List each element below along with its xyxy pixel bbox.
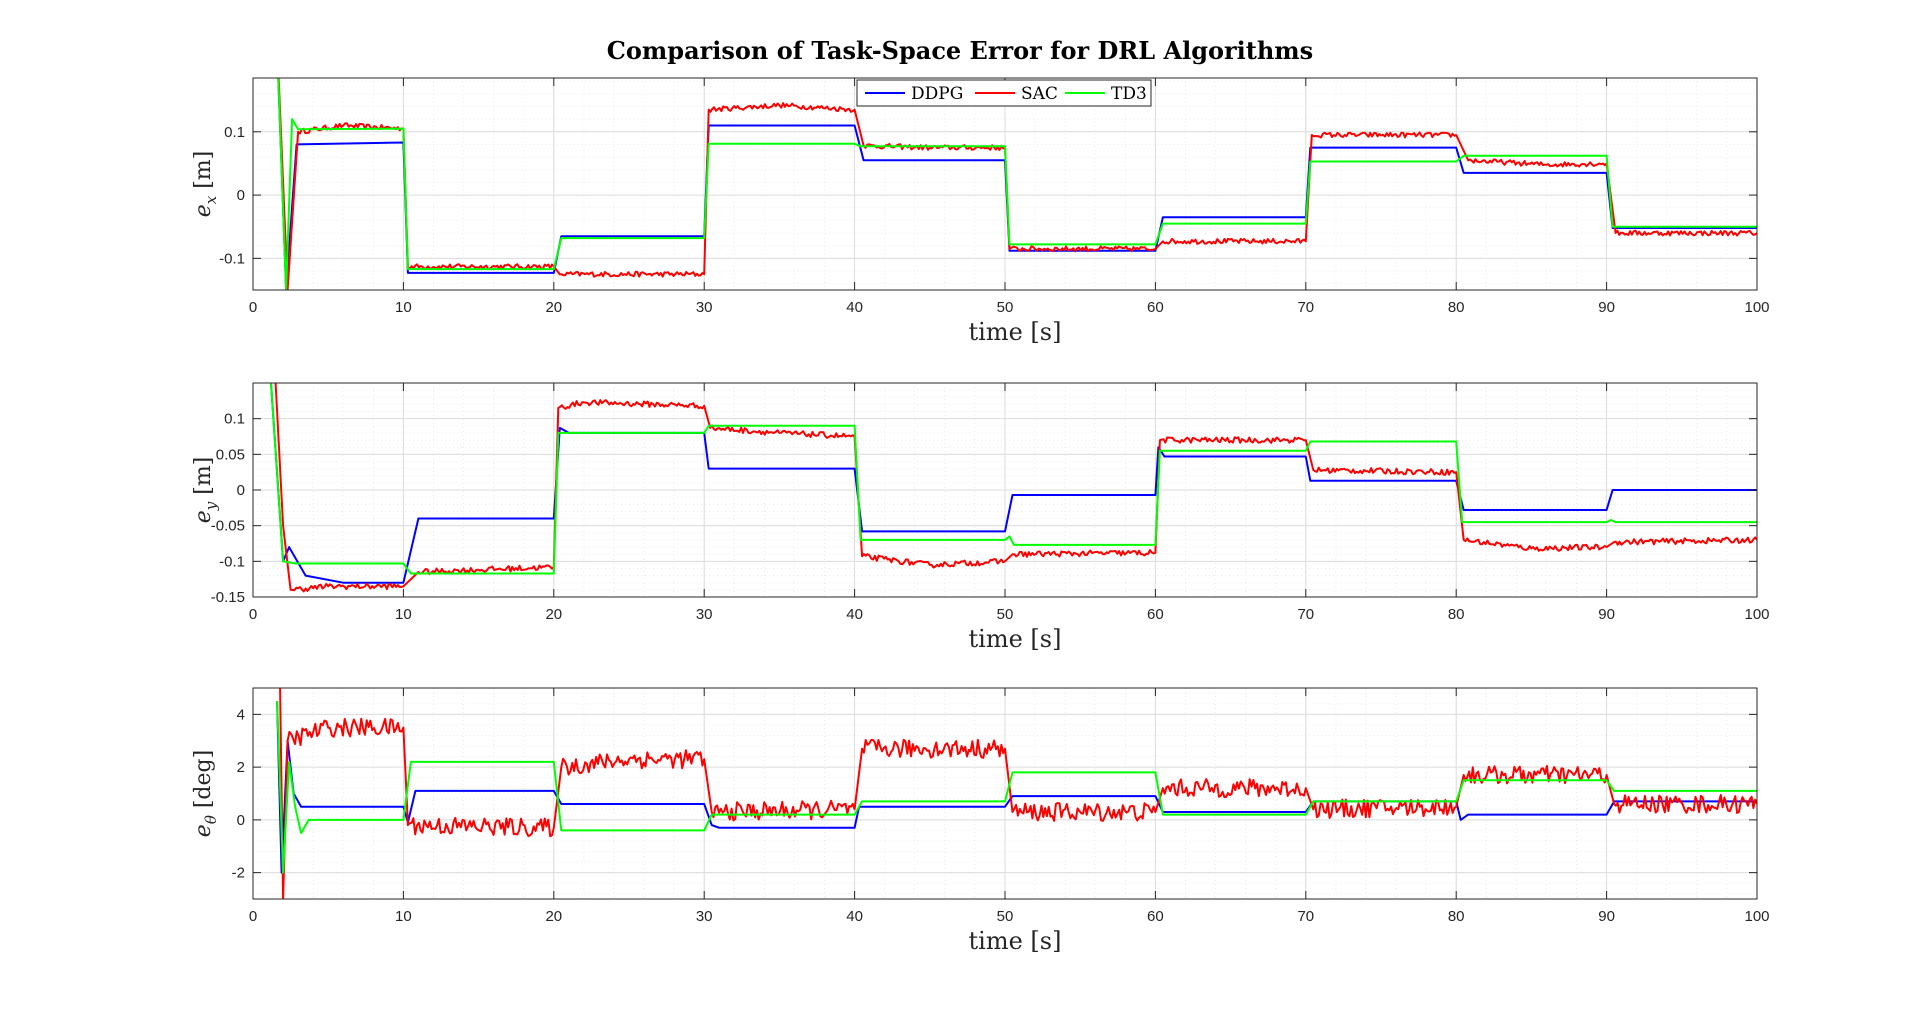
y-axis-label: ey [m] bbox=[191, 457, 220, 524]
y-axis-label: eθ [deg] bbox=[191, 750, 220, 837]
x-tick-label: 60 bbox=[1147, 908, 1164, 925]
x-tick-label: 0 bbox=[249, 606, 257, 623]
series-line-ddpg bbox=[276, 701, 1757, 874]
y-tick-label: 0 bbox=[237, 812, 245, 829]
x-tick-label: 100 bbox=[1744, 606, 1769, 623]
legend-label-ddpg: DDPG bbox=[911, 84, 963, 104]
series-line-sac bbox=[279, 688, 1757, 899]
series-line-sac bbox=[277, 78, 1757, 290]
x-tick-label: 90 bbox=[1598, 606, 1615, 623]
legend-label-sac: SAC bbox=[1021, 84, 1058, 104]
x-tick-label: 70 bbox=[1297, 908, 1314, 925]
x-tick-label: 90 bbox=[1598, 299, 1615, 316]
x-axis-label: time [s] bbox=[969, 625, 1062, 653]
x-tick-label: 10 bbox=[395, 908, 412, 925]
y-tick-label: -0.15 bbox=[211, 589, 245, 606]
x-tick-label: 60 bbox=[1147, 606, 1164, 623]
x-tick-label: 40 bbox=[846, 606, 863, 623]
y-tick-label: 0.1 bbox=[224, 124, 245, 141]
y-tick-label: 0.05 bbox=[216, 446, 245, 463]
x-tick-label: 10 bbox=[395, 299, 412, 316]
y-tick-label: 0.1 bbox=[224, 411, 245, 428]
x-tick-label: 80 bbox=[1448, 299, 1465, 316]
y-tick-label: 4 bbox=[237, 706, 245, 723]
x-tick-label: 40 bbox=[846, 299, 863, 316]
x-axis-label: time [s] bbox=[969, 927, 1062, 955]
series-line-sac bbox=[274, 383, 1757, 593]
y-tick-label: -0.05 bbox=[211, 518, 245, 535]
x-tick-label: 80 bbox=[1448, 606, 1465, 623]
y-tick-label: 0 bbox=[237, 482, 245, 499]
x-tick-label: 30 bbox=[696, 606, 713, 623]
x-tick-label: 0 bbox=[249, 908, 257, 925]
x-tick-label: 50 bbox=[997, 908, 1014, 925]
x-tick-label: 70 bbox=[1297, 299, 1314, 316]
legend-label-td3: TD3 bbox=[1111, 84, 1147, 104]
x-tick-label: 60 bbox=[1147, 299, 1164, 316]
x-tick-label: 70 bbox=[1297, 606, 1314, 623]
panel-2: 0 10 20 30 40 50 60 70 80 90 100 -0.15 -0.1 -0.05 0 0.0… bbox=[191, 382, 1770, 653]
series-line-td3 bbox=[270, 383, 1757, 575]
chart-title: Comparison of Task-Space Error for DRL A… bbox=[606, 36, 1314, 65]
panel-3: 0 10 20 30 40 50 60 70 80 90 100 -2 0 2 4 time [s] eθ [d… bbox=[191, 687, 1770, 955]
x-tick-label: 100 bbox=[1744, 299, 1769, 316]
series-line-td3 bbox=[277, 78, 1757, 290]
x-tick-label: 0 bbox=[249, 299, 257, 316]
x-tick-label: 10 bbox=[395, 606, 412, 623]
y-tick-label: -0.1 bbox=[219, 553, 245, 570]
y-tick-label: -0.1 bbox=[219, 250, 245, 267]
x-tick-label: 50 bbox=[997, 606, 1014, 623]
x-tick-label: 50 bbox=[997, 299, 1014, 316]
x-tick-label: 40 bbox=[846, 908, 863, 925]
y-tick-label: 2 bbox=[237, 759, 245, 776]
x-tick-label: 80 bbox=[1448, 908, 1465, 925]
x-tick-label: 30 bbox=[696, 299, 713, 316]
x-tick-label: 30 bbox=[696, 908, 713, 925]
x-tick-label: 100 bbox=[1744, 908, 1769, 925]
x-tick-label: 20 bbox=[545, 606, 562, 623]
y-tick-label: 0 bbox=[237, 187, 245, 204]
x-tick-label: 20 bbox=[545, 908, 562, 925]
y-axis-label: ex [m] bbox=[191, 151, 220, 218]
y-tick-label: -2 bbox=[232, 865, 245, 882]
legend: DDPG SAC TD3 bbox=[856, 79, 1152, 107]
x-tick-label: 90 bbox=[1598, 908, 1615, 925]
x-axis-label: time [s] bbox=[969, 318, 1062, 346]
x-tick-label: 20 bbox=[545, 299, 562, 316]
series-line-td3 bbox=[276, 701, 1757, 874]
